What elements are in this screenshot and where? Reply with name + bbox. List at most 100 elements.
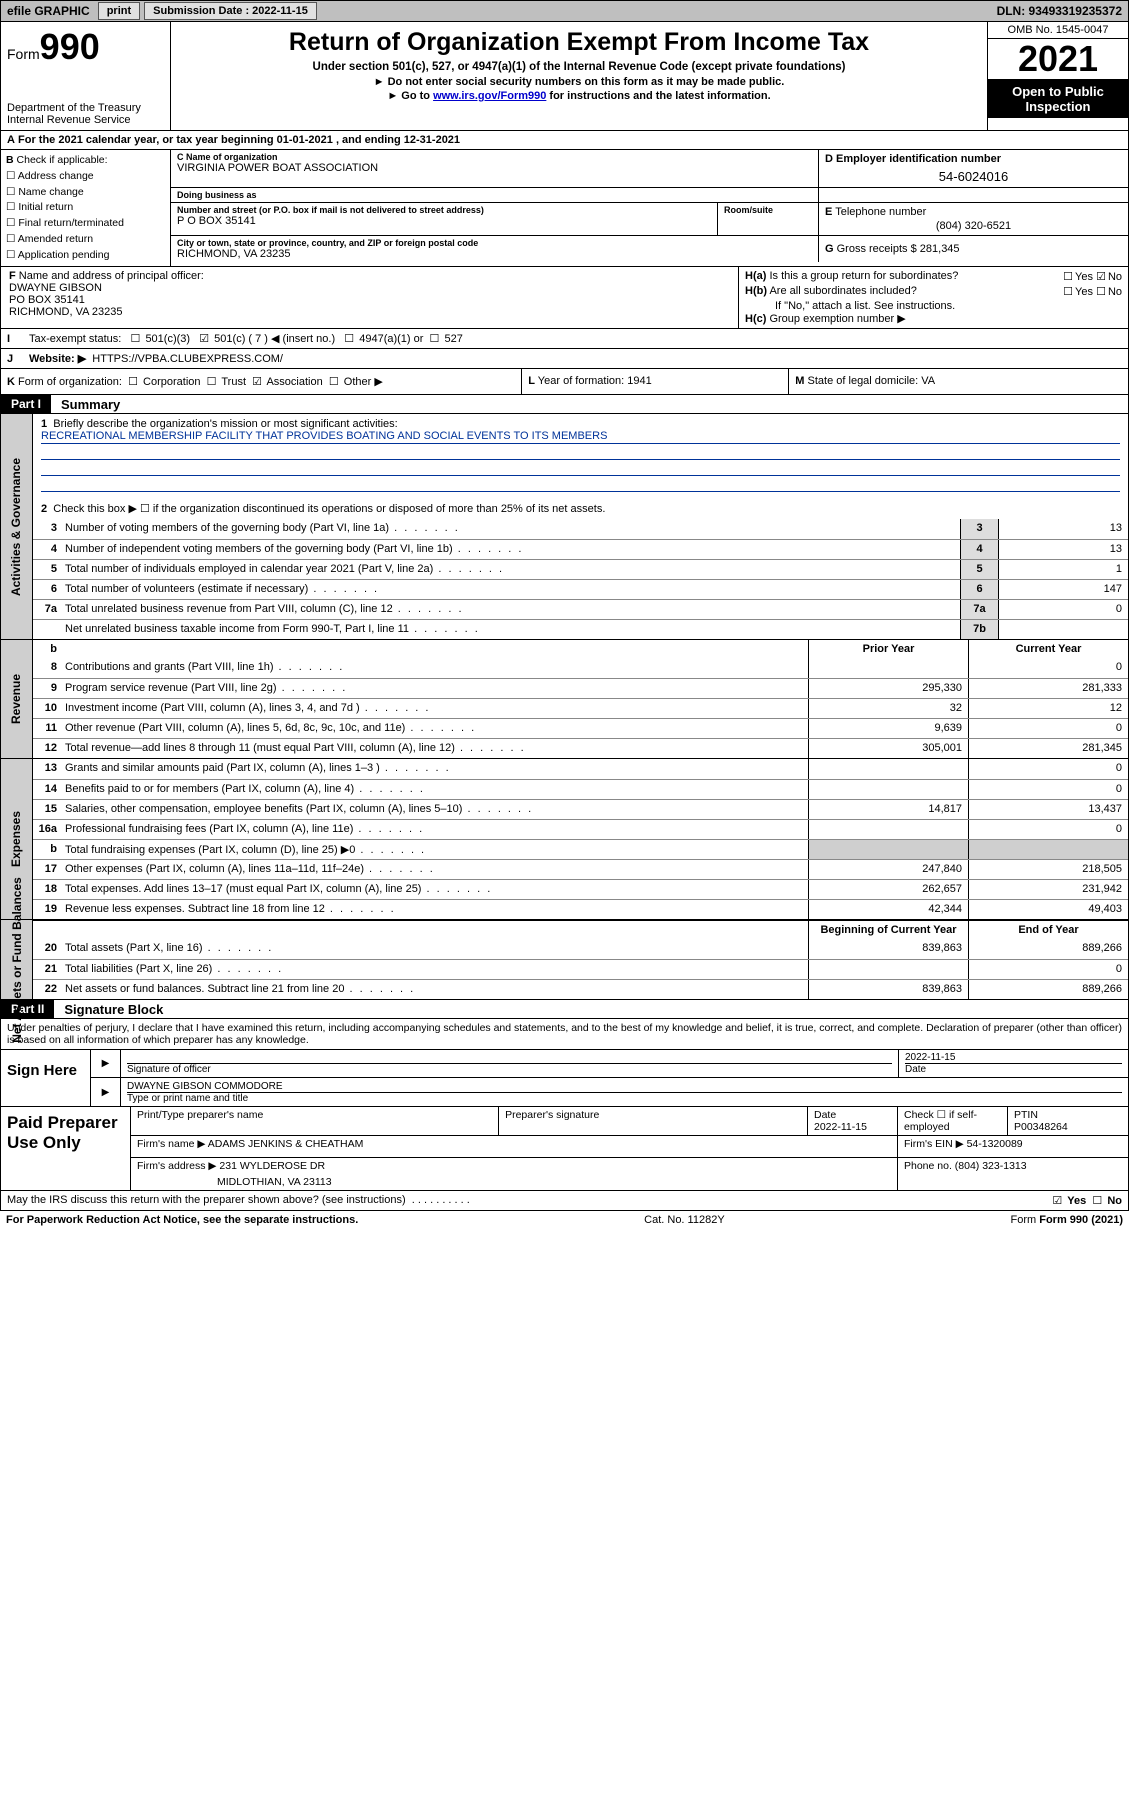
tab-activities: Activities & Governance: [10, 458, 24, 596]
summary-row: 22Net assets or fund balances. Subtract …: [33, 979, 1128, 999]
part-i-netassets: Net Assets or Fund Balances Beginning of…: [0, 920, 1129, 1000]
form-word: Form: [7, 46, 40, 62]
submission-date-button[interactable]: Submission Date : 2022-11-15: [144, 2, 317, 20]
form-num: 990: [40, 26, 100, 67]
ha-no[interactable]: [1096, 271, 1108, 283]
discuss-no[interactable]: [1092, 1195, 1104, 1207]
summary-row: 20Total assets (Part X, line 16)839,8638…: [33, 939, 1128, 959]
part-i-revenue: Revenue b Prior Year Current Year 8Contr…: [0, 640, 1129, 759]
discuss-text: May the IRS discuss this return with the…: [7, 1194, 406, 1206]
col-b-checkboxes: B Check if applicable: Address change Na…: [1, 150, 171, 266]
gross-receipts-value: 281,345: [920, 243, 960, 255]
prep-sig-lbl: Preparer's signature: [505, 1109, 801, 1121]
i-label: Tax-exempt status:: [29, 333, 121, 345]
cb-application-pending[interactable]: Application pending: [6, 249, 109, 261]
summary-row: 14Benefits paid to or for members (Part …: [33, 779, 1128, 799]
chk-501c3[interactable]: [131, 333, 143, 345]
cb-address-change[interactable]: Address change: [6, 170, 94, 182]
block-f-h: F Name and address of principal officer:…: [0, 267, 1129, 329]
print-button[interactable]: print: [98, 2, 140, 20]
goto-b: for instructions and the latest informat…: [546, 90, 770, 102]
dln-label: DLN: 93493319235372: [997, 4, 1128, 18]
officer-sub-lbl: Type or print name and title: [127, 1093, 1122, 1104]
ptin-lbl: PTIN: [1014, 1109, 1122, 1121]
summary-row: 6Total number of volunteers (estimate if…: [33, 579, 1128, 599]
period-text: For the 2021 calendar year, or tax year …: [18, 134, 460, 146]
f-label: Name and address of principal officer:: [19, 270, 204, 282]
summary-row: 7aTotal unrelated business revenue from …: [33, 599, 1128, 619]
goto-note: Go to www.irs.gov/Form990 for instructio…: [181, 90, 977, 102]
officer-addr2: RICHMOND, VA 23235: [9, 306, 123, 318]
sig-officer-lbl: Signature of officer: [127, 1064, 892, 1075]
cb-initial-return[interactable]: Initial return: [6, 201, 73, 213]
chk-trust[interactable]: [207, 376, 219, 388]
summary-row: 13Grants and similar amounts paid (Part …: [33, 759, 1128, 779]
efile-label: efile GRAPHIC: [1, 4, 96, 18]
k-other: Other ▶: [344, 376, 383, 388]
summary-row: 12Total revenue—add lines 8 through 11 (…: [33, 738, 1128, 758]
chk-assoc[interactable]: [252, 376, 264, 388]
hb-yes[interactable]: [1063, 286, 1075, 298]
street-value: P O BOX 35141: [177, 215, 711, 227]
sign-here-label: Sign Here: [1, 1050, 91, 1106]
declaration-text: Under penalties of perjury, I declare th…: [0, 1019, 1129, 1050]
chk-corp[interactable]: [128, 376, 140, 388]
chk-527[interactable]: [430, 333, 442, 345]
i-4947: 4947(a)(1) or: [359, 333, 423, 345]
cat-no: Cat. No. 11282Y: [644, 1214, 725, 1226]
tab-netassets: Net Assets or Fund Balances: [10, 877, 24, 1043]
officer-addr1: PO BOX 35141: [9, 294, 85, 306]
chk-501c[interactable]: [199, 333, 211, 345]
summary-row: Net unrelated business taxable income fr…: [33, 619, 1128, 639]
pra-text: For Paperwork Reduction Act Notice, see …: [6, 1214, 358, 1226]
sig-date-lbl: Date: [905, 1064, 1122, 1075]
no-lbl: No: [1107, 1195, 1122, 1207]
summary-row: 16aProfessional fundraising fees (Part I…: [33, 819, 1128, 839]
discuss-yes[interactable]: [1052, 1195, 1064, 1207]
irs-link[interactable]: www.irs.gov/Form990: [433, 90, 546, 102]
summary-row: 15Salaries, other compensation, employee…: [33, 799, 1128, 819]
city-lbl: City or town, state or province, country…: [177, 238, 812, 248]
website-value: HTTPS://VPBA.CLUBEXPRESS.COM/: [92, 353, 283, 365]
part-ii-header-row: Part II Signature Block: [0, 1000, 1129, 1019]
form-title: Return of Organization Exempt From Incom…: [181, 28, 977, 57]
line2-text: Check this box ▶ ☐ if the organization d…: [53, 503, 605, 515]
hc-text: Group exemption number ▶: [769, 313, 905, 325]
cb-name-change[interactable]: Name change: [6, 186, 84, 198]
firm-addr: Firm's address ▶ 231 WYLDEROSE DR: [137, 1160, 891, 1172]
open-public-badge: Open to Public Inspection: [988, 80, 1128, 118]
k-assoc: Association: [266, 376, 322, 388]
summary-row: 11Other revenue (Part VIII, column (A), …: [33, 718, 1128, 738]
ha-ans: No: [1108, 271, 1122, 283]
l-text: Year of formation: 1941: [538, 375, 652, 387]
dba-lbl: Doing business as: [177, 190, 812, 200]
officer-name: DWAYNE GIBSON: [9, 282, 102, 294]
firm-ein: Firm's EIN ▶ 54-1320089: [898, 1136, 1128, 1157]
chk-other[interactable]: [329, 376, 341, 388]
form-header: Form990 Department of the Treasury Inter…: [0, 22, 1129, 131]
k-corp: Corporation: [143, 376, 200, 388]
signature-arrow-icon-2: ▶: [102, 1087, 110, 1098]
summary-row: 18Total expenses. Add lines 13–17 (must …: [33, 879, 1128, 899]
summary-row: 19Revenue less expenses. Subtract line 1…: [33, 899, 1128, 919]
hb-no[interactable]: [1096, 286, 1108, 298]
chk-4947[interactable]: [344, 333, 356, 345]
hb-note: If "No," attach a list. See instructions…: [745, 300, 1122, 312]
c-name-lbl: Name of organization: [186, 152, 278, 162]
ein-value: 54-6024016: [825, 169, 1122, 184]
summary-row: 10Investment income (Part VIII, column (…: [33, 698, 1128, 718]
org-name: VIRGINIA POWER BOAT ASSOCIATION: [177, 162, 812, 174]
dept-label: Department of the Treasury Internal Reve…: [7, 102, 164, 126]
mission-lbl: Briefly describe the organization's miss…: [53, 418, 397, 430]
firm-city: MIDLOTHIAN, VA 23113: [137, 1176, 891, 1188]
summary-row: 17Other expenses (Part IX, column (A), l…: [33, 859, 1128, 879]
cb-final-return[interactable]: Final return/terminated: [6, 217, 124, 229]
firm-phone: Phone no. (804) 323-1313: [898, 1158, 1128, 1190]
summary-row: 3Number of voting members of the governi…: [33, 519, 1128, 539]
i-527: 527: [444, 333, 462, 345]
part-i-badge: Part I: [1, 395, 51, 413]
cb-amended-return[interactable]: Amended return: [6, 233, 93, 245]
signature-arrow-icon: ▶: [102, 1058, 110, 1069]
ha-yes[interactable]: [1063, 271, 1075, 283]
col-current-year: Current Year: [968, 640, 1128, 658]
